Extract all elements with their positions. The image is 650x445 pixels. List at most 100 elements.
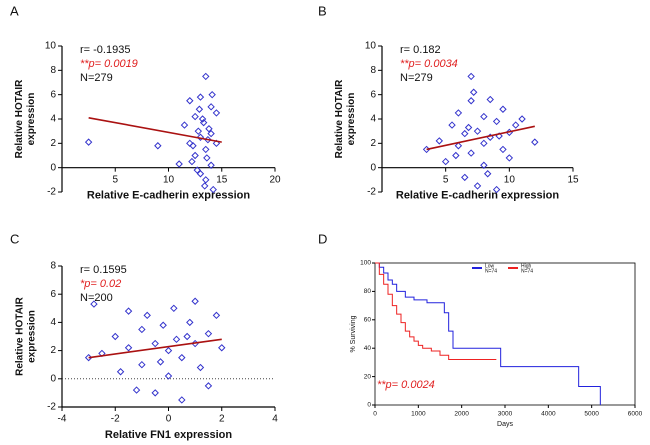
y-tick-label: 20: [364, 373, 372, 380]
y-axis-label: % Surviving: [350, 315, 357, 352]
data-point: [196, 363, 205, 372]
x-tick-label: 6000: [628, 411, 643, 418]
y-tick-label: 80: [364, 288, 372, 295]
x-tick-label: 2: [219, 414, 225, 425]
y-tick-label: 0: [367, 402, 371, 409]
y-tick-label: 2: [50, 345, 56, 356]
data-point: [116, 368, 125, 376]
data-point: [492, 117, 501, 126]
data-point: [132, 386, 141, 394]
y-tick-label: 4: [50, 317, 56, 328]
x-tick-label: 4000: [541, 411, 556, 418]
annotation: **p= 0.0024: [377, 379, 435, 391]
y-tick-label: 0: [50, 162, 56, 173]
data-point: [461, 129, 469, 138]
data-point: [473, 182, 482, 190]
y-tick-label: 8: [370, 65, 376, 76]
data-point: [183, 332, 191, 341]
data-point: [151, 389, 159, 397]
data-point: [186, 97, 194, 105]
data-point: [480, 161, 488, 169]
y-axis-label: Relative HOTAIR expression: [14, 297, 37, 376]
data-point: [164, 372, 173, 380]
data-point: [492, 185, 501, 194]
data-point: [156, 358, 165, 366]
data-point: [452, 151, 460, 160]
x-tick-label: 5: [443, 174, 449, 185]
annotation: N=279: [80, 72, 113, 84]
y-tick-label: -2: [47, 187, 56, 198]
regression-line: [88, 116, 222, 143]
data-point: [124, 307, 133, 315]
y-tick-label: 4: [50, 114, 56, 125]
y-axis-label-text: Relative HOTAIR expression: [14, 79, 37, 159]
x-tick-label: 20: [269, 174, 281, 185]
panel-label: B: [318, 3, 327, 18]
data-point: [435, 137, 444, 145]
annotation: N=279: [400, 72, 433, 84]
data-point: [212, 139, 221, 148]
data-point: [202, 176, 210, 184]
regression-line: [426, 125, 535, 151]
annotation: *p= 0.02: [80, 278, 121, 290]
data-point: [204, 382, 213, 390]
data-point: [186, 318, 194, 327]
data-point: [467, 72, 475, 81]
data-point: [461, 173, 469, 182]
x-tick-label: 0: [373, 411, 377, 418]
x-axis-label: Days: [497, 421, 513, 428]
x-tick-label: -2: [111, 414, 120, 425]
data-point: [203, 154, 211, 162]
data-point: [212, 311, 221, 320]
data-point: [483, 170, 492, 178]
data-point: [212, 109, 221, 117]
x-tick-label: 2000: [454, 411, 469, 418]
data-point: [518, 115, 526, 123]
data-point: [205, 125, 213, 133]
annotation: **p= 0.0034: [400, 58, 458, 70]
y-tick-label: 0: [370, 162, 376, 173]
data-point: [208, 90, 216, 99]
data-point: [480, 112, 488, 121]
data-point: [499, 145, 507, 154]
legend-note: N=74: [521, 268, 533, 274]
annotation: N=200: [80, 292, 113, 304]
data-point: [164, 346, 173, 355]
regression-line: [88, 338, 222, 359]
data-point: [202, 145, 210, 154]
data-point: [473, 127, 482, 135]
data-point: [138, 325, 146, 334]
data-point: [111, 332, 119, 341]
x-tick-label: 1000: [411, 411, 426, 418]
data-point: [467, 149, 475, 157]
data-point: [90, 300, 98, 308]
data-point: [441, 157, 450, 166]
y-tick-label: -2: [47, 402, 56, 413]
data-point: [180, 121, 189, 129]
annotation: **p= 0.0019: [80, 58, 138, 70]
data-point: [480, 139, 488, 148]
annotation: r= -0.1935: [80, 44, 130, 56]
annotation: r= 0.182: [400, 44, 441, 56]
data-point: [499, 105, 507, 113]
data-point: [194, 127, 203, 135]
y-tick-label: 2: [50, 138, 56, 149]
y-tick-label: 4: [370, 114, 376, 125]
data-point: [191, 151, 199, 160]
annotation: r= 0.1595: [80, 264, 127, 276]
data-point: [154, 142, 162, 150]
y-tick-label: 0: [50, 373, 56, 384]
data-point: [531, 138, 539, 146]
data-point: [143, 311, 151, 320]
data-point: [448, 121, 456, 129]
data-point: [196, 93, 205, 101]
y-tick-label: 40: [364, 345, 372, 352]
y-tick-label: 60: [364, 317, 372, 324]
data-point: [486, 95, 494, 104]
data-point: [84, 138, 93, 146]
survival-curve: [375, 262, 497, 361]
data-point: [198, 115, 207, 123]
data-point: [209, 185, 217, 194]
